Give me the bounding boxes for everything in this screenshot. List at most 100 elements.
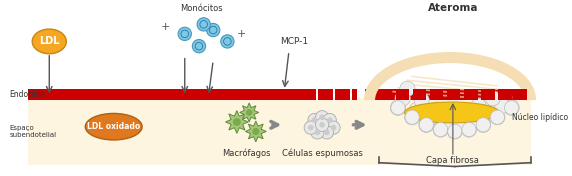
Circle shape [476, 117, 491, 132]
Bar [46, 89, 59, 100]
Circle shape [315, 130, 320, 135]
Text: Macrófagos: Macrófagos [222, 149, 271, 158]
Bar [518, 89, 528, 100]
Bar [301, 89, 316, 100]
Circle shape [434, 122, 448, 137]
Bar [97, 89, 111, 100]
Circle shape [504, 100, 519, 115]
Circle shape [433, 122, 448, 137]
Text: LDL oxidado: LDL oxidado [87, 122, 140, 131]
Circle shape [452, 116, 467, 131]
Bar [447, 89, 460, 100]
Bar [284, 89, 299, 100]
Circle shape [192, 40, 205, 53]
Circle shape [485, 91, 500, 106]
Text: Monócitos: Monócitos [181, 4, 223, 13]
Bar [484, 89, 498, 100]
Circle shape [327, 117, 332, 123]
Circle shape [304, 121, 317, 134]
Bar [267, 89, 281, 100]
Polygon shape [245, 121, 266, 142]
Circle shape [311, 126, 324, 139]
Circle shape [462, 122, 476, 137]
Circle shape [495, 98, 510, 113]
Text: Endotélio: Endotélio [10, 90, 46, 99]
Bar [501, 89, 515, 100]
Circle shape [480, 106, 495, 121]
Bar [182, 89, 196, 100]
Circle shape [476, 118, 490, 132]
Bar [498, 89, 511, 100]
Circle shape [391, 101, 405, 115]
Text: MCP-1: MCP-1 [280, 37, 308, 46]
Bar [352, 89, 357, 100]
Bar [413, 89, 426, 100]
Bar [396, 89, 410, 100]
Circle shape [323, 113, 336, 127]
Bar [467, 89, 481, 100]
Bar [379, 89, 392, 100]
Circle shape [327, 121, 340, 134]
Circle shape [471, 98, 486, 113]
Circle shape [221, 35, 234, 48]
Circle shape [319, 114, 325, 120]
Circle shape [419, 118, 434, 132]
Bar [382, 89, 396, 100]
Circle shape [410, 102, 424, 117]
Circle shape [462, 122, 476, 137]
Circle shape [395, 91, 410, 106]
Circle shape [319, 122, 325, 128]
Text: Células espumosas: Células espumosas [281, 149, 363, 158]
Ellipse shape [85, 113, 142, 140]
Text: LDL: LDL [39, 36, 59, 46]
Bar [416, 89, 430, 100]
Text: Capa fibrosa: Capa fibrosa [427, 156, 479, 165]
Bar [29, 89, 43, 100]
Text: +: + [161, 22, 170, 32]
Circle shape [390, 100, 406, 115]
Bar [450, 89, 464, 100]
Circle shape [312, 117, 317, 123]
Bar [80, 89, 94, 100]
Circle shape [308, 125, 313, 130]
Bar [250, 89, 264, 100]
Bar [481, 89, 495, 100]
Bar [335, 89, 349, 100]
Bar [131, 89, 145, 100]
Circle shape [447, 124, 462, 139]
Bar [233, 89, 247, 100]
Text: +: + [237, 29, 247, 39]
Circle shape [246, 109, 252, 116]
Circle shape [316, 111, 329, 124]
Circle shape [316, 118, 329, 131]
Circle shape [324, 130, 329, 135]
Bar [433, 89, 447, 100]
Text: Ateroma: Ateroma [428, 3, 478, 13]
Circle shape [490, 110, 505, 124]
Circle shape [448, 124, 462, 139]
Circle shape [414, 93, 429, 108]
Polygon shape [225, 111, 248, 133]
Circle shape [206, 23, 220, 37]
Bar [114, 89, 128, 100]
Ellipse shape [404, 102, 499, 123]
Bar [216, 89, 231, 100]
Circle shape [252, 128, 260, 135]
Circle shape [197, 18, 210, 31]
Circle shape [320, 126, 333, 139]
FancyBboxPatch shape [29, 98, 531, 165]
Circle shape [331, 125, 336, 130]
Bar [165, 89, 179, 100]
Circle shape [233, 118, 241, 126]
Circle shape [490, 110, 505, 125]
Ellipse shape [32, 29, 66, 54]
Text: Espaço
subendotelial: Espaço subendotelial [10, 125, 57, 138]
FancyBboxPatch shape [29, 89, 313, 100]
Bar [62, 89, 77, 100]
Circle shape [404, 110, 420, 125]
Circle shape [443, 107, 458, 122]
Bar [430, 89, 443, 100]
Circle shape [423, 110, 439, 125]
Bar [515, 89, 527, 100]
Circle shape [405, 110, 419, 124]
